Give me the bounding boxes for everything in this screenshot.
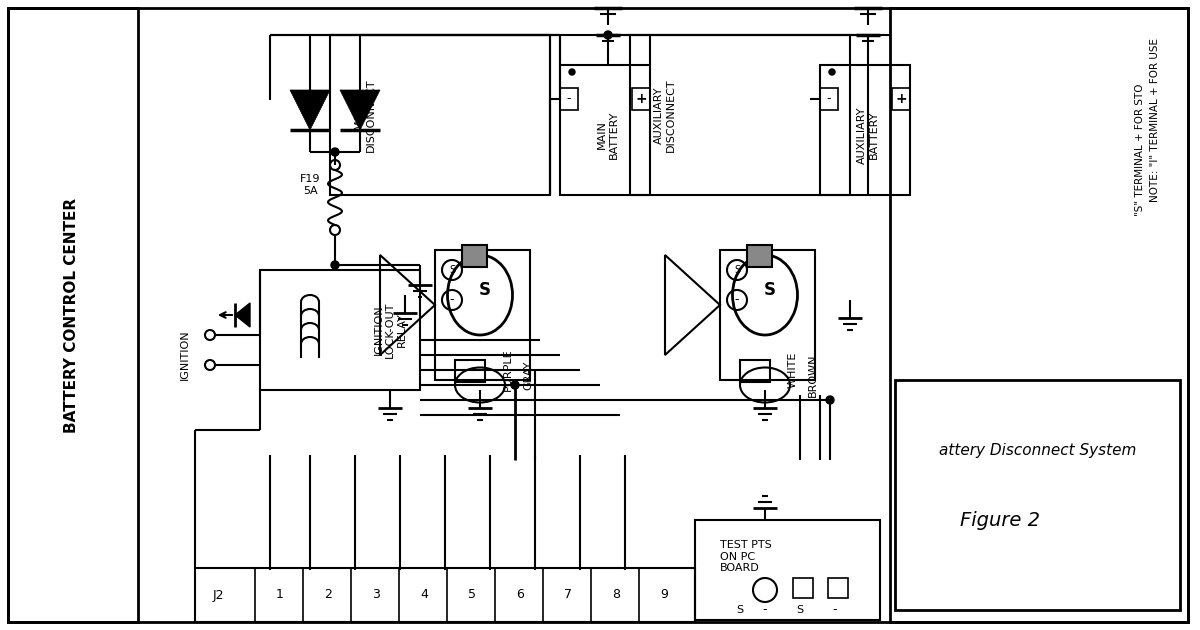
Bar [560, 88, 578, 110]
Text: -: - [734, 294, 739, 307]
Circle shape [604, 31, 612, 39]
Polygon shape [290, 90, 330, 130]
Bar [560, 65, 650, 195]
Bar [436, 250, 530, 380]
Bar [820, 88, 838, 110]
Text: -: - [833, 604, 838, 617]
Text: J2: J2 [212, 588, 223, 602]
Text: BATTERY CONTROL CENTER: BATTERY CONTROL CENTER [65, 197, 79, 433]
Text: MAIN
DISCONNECT: MAIN DISCONNECT [354, 78, 376, 152]
Text: GRAY: GRAY [523, 360, 533, 390]
Text: 7: 7 [564, 588, 572, 602]
Circle shape [569, 69, 575, 75]
Text: Figure 2: Figure 2 [960, 510, 1040, 529]
Text: AUXILIARY
BATTERY: AUXILIARY BATTERY [857, 106, 878, 164]
Text: BROWN: BROWN [808, 353, 818, 397]
Bar [828, 578, 848, 598]
Circle shape [829, 69, 835, 75]
Text: S: S [764, 281, 776, 299]
Bar [8, 8, 138, 622]
Text: AUXILIARY
DISCONNECT: AUXILIARY DISCONNECT [654, 78, 676, 152]
Text: NOTE: "I" TERMINAL + FOR USE: NOTE: "I" TERMINAL + FOR USE [1150, 38, 1160, 202]
Text: IGNITION
LOCK-OUT
RELAY: IGNITION LOCK-OUT RELAY [373, 302, 407, 358]
Bar [892, 88, 910, 110]
Bar [260, 270, 420, 390]
Text: 5: 5 [468, 588, 476, 602]
Circle shape [511, 381, 520, 389]
Text: attery Disconnect System: attery Disconnect System [940, 442, 1136, 457]
Polygon shape [340, 90, 380, 130]
Bar [793, 578, 814, 598]
Text: "S" TERMINAL + FOR STO: "S" TERMINAL + FOR STO [1135, 84, 1145, 216]
Text: F19
5A: F19 5A [300, 175, 320, 196]
Bar [695, 520, 880, 620]
Text: +: + [635, 92, 647, 106]
Text: S: S [449, 265, 455, 275]
Bar [820, 65, 910, 195]
Text: 9: 9 [660, 588, 668, 602]
Bar [330, 35, 550, 195]
Bar [890, 8, 1188, 622]
Text: 8: 8 [612, 588, 620, 602]
Bar [194, 568, 695, 622]
Text: -: - [450, 294, 455, 307]
Circle shape [331, 261, 340, 269]
Text: TEST PTS
ON PC
BOARD: TEST PTS ON PC BOARD [720, 540, 772, 573]
Text: MAIN
BATTERY: MAIN BATTERY [598, 111, 619, 159]
Bar [746, 245, 772, 267]
Bar [632, 88, 650, 110]
Text: 6: 6 [516, 588, 524, 602]
Text: S: S [797, 605, 804, 615]
Text: 4: 4 [420, 588, 428, 602]
Text: 3: 3 [372, 588, 380, 602]
Bar [740, 360, 770, 382]
Text: IGNITION: IGNITION [180, 329, 190, 381]
Bar [895, 380, 1180, 610]
Bar [630, 35, 850, 195]
Polygon shape [235, 303, 250, 327]
Text: +: + [895, 92, 907, 106]
Text: PURPLE: PURPLE [503, 348, 514, 391]
Text: -: - [566, 93, 571, 105]
Text: WHITE: WHITE [788, 352, 798, 388]
Bar [462, 245, 487, 267]
Text: 2: 2 [324, 588, 332, 602]
Bar [720, 250, 815, 380]
Text: S: S [734, 265, 740, 275]
Text: -: - [827, 93, 832, 105]
Bar [455, 360, 485, 382]
Text: 1: 1 [276, 588, 284, 602]
Text: S: S [737, 605, 744, 615]
Text: S: S [479, 281, 491, 299]
Circle shape [826, 396, 834, 404]
Text: -: - [763, 604, 767, 617]
Circle shape [331, 148, 340, 156]
